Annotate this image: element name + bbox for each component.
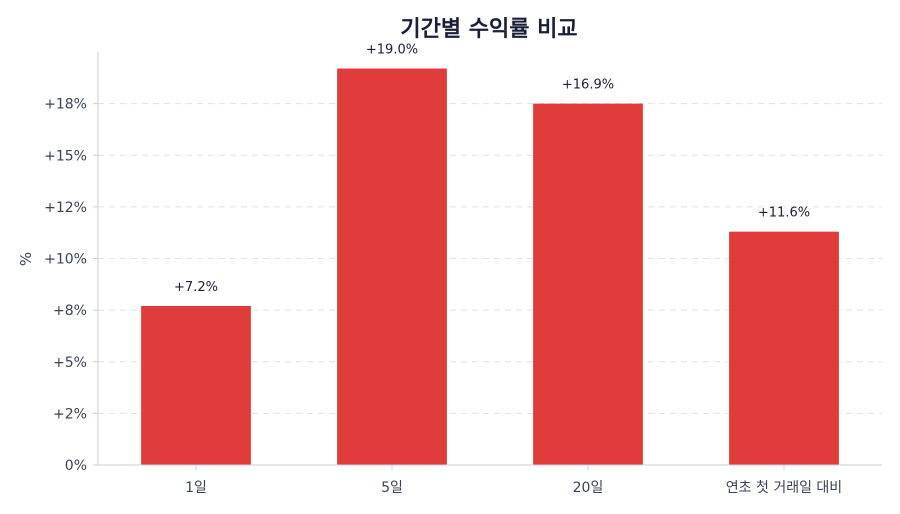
bar: [729, 231, 839, 465]
y-tick-label: +8%: [53, 303, 87, 319]
y-tick-label: +18%: [44, 97, 87, 113]
x-tick-label: 1일: [185, 480, 207, 496]
x-tick-label: 연초 첫 거래일 대비: [726, 480, 842, 496]
bar: [141, 305, 251, 465]
chart-title: 기간별 수익률 비교: [400, 17, 577, 42]
data-label: +16.9%: [562, 78, 614, 93]
x-tick-label: 20일: [573, 480, 604, 496]
data-label: +19.0%: [366, 43, 418, 58]
labels: 0% +2% +5% +8% +10% +12% +15% +18% 1일 +7.2% 5일 +19.…: [44, 43, 842, 496]
bars: [141, 68, 839, 466]
y-tick-label: +5%: [53, 355, 87, 371]
bar: [533, 103, 643, 465]
y-tick-label: +15%: [44, 148, 87, 164]
data-label: +7.2%: [174, 280, 218, 295]
y-tick-label: 0%: [65, 458, 87, 474]
axes: [93, 52, 882, 470]
y-tick-label: +2%: [53, 406, 87, 422]
y-axis-label: %: [17, 252, 35, 266]
y-tick-label: +12%: [44, 200, 87, 216]
y-tick-label: +10%: [44, 252, 87, 268]
bar: [337, 68, 447, 466]
x-tick-label: 5일: [381, 480, 403, 496]
data-label: +11.6%: [758, 206, 810, 221]
